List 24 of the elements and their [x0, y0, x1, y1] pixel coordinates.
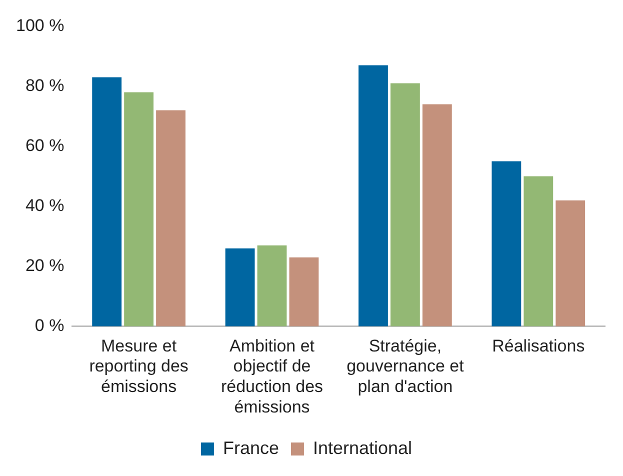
bar — [492, 161, 522, 326]
x-tick-label: Réalisations — [492, 336, 585, 356]
bar — [257, 245, 287, 326]
bar — [358, 65, 388, 326]
bar — [422, 104, 452, 326]
bar — [156, 110, 186, 326]
legend-label: France — [222, 438, 279, 458]
y-tick-label: 20 % — [25, 256, 64, 276]
bar — [225, 248, 255, 326]
bar — [524, 176, 554, 326]
y-tick-label: 60 % — [25, 136, 64, 155]
bar — [124, 92, 154, 326]
bar — [92, 77, 122, 326]
bar — [289, 257, 319, 326]
y-tick-label: 40 % — [25, 196, 64, 216]
y-tick-label: 100 % — [16, 16, 64, 35]
y-tick-label: 80 % — [25, 76, 64, 95]
legend-label: International — [312, 438, 412, 458]
bar — [556, 200, 586, 326]
x-tick-label: Mesure et reporting des émissions — [89, 336, 188, 396]
x-tick-label: Ambition et objectif de réduction des émissions — [220, 336, 324, 416]
x-tick-label: Stratégie, gouvernance et plan d'action — [346, 336, 464, 396]
y-tick-label: 0 % — [34, 316, 64, 336]
bar — [390, 83, 420, 326]
